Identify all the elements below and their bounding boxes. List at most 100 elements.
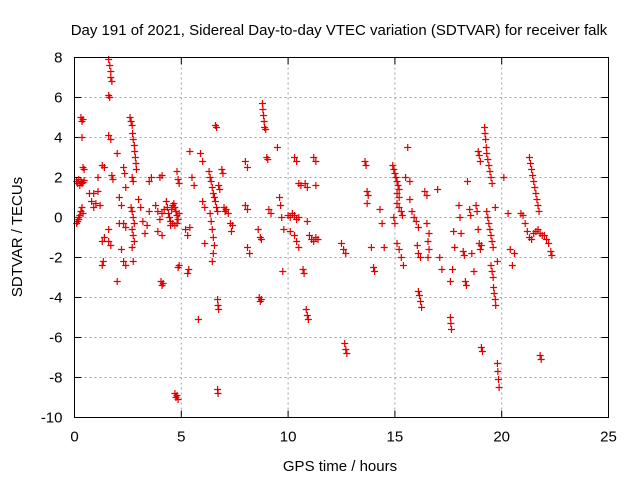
data-point (448, 326, 456, 333)
data-point (130, 142, 138, 149)
data-point (376, 206, 384, 213)
data-point (490, 284, 498, 291)
data-point (206, 174, 214, 181)
data-point (222, 206, 230, 213)
data-point (241, 202, 249, 209)
data-point (279, 268, 287, 275)
data-point (208, 258, 216, 265)
data-point (94, 174, 102, 181)
data-point (75, 216, 83, 223)
data-point (115, 194, 123, 201)
data-point (277, 202, 285, 209)
y-tick-label: -10 (41, 410, 63, 427)
data-point (199, 158, 207, 165)
data-point (286, 228, 294, 235)
data-point (107, 74, 115, 81)
data-point (210, 242, 218, 249)
data-point (310, 238, 318, 245)
x-tick-label: 20 (493, 429, 510, 446)
data-point (190, 182, 198, 189)
data-point (399, 262, 407, 269)
data-point (425, 230, 433, 237)
data-point (312, 182, 320, 189)
axis-ticks: 0 5 10 15 20 25 -10 -8 -6 -4 -2 0 2 4 6 8 (41, 50, 617, 446)
data-point (473, 208, 481, 215)
y-tick-label: 6 (54, 90, 62, 107)
data-point (536, 352, 544, 359)
data-point (414, 288, 422, 295)
data-point (199, 198, 207, 205)
data-point (201, 204, 209, 211)
data-point (504, 210, 512, 217)
data-point (455, 202, 463, 209)
data-point (260, 118, 268, 125)
data-point (370, 264, 378, 271)
data-point (137, 204, 145, 211)
data-point (122, 262, 130, 269)
data-point (395, 194, 403, 201)
data-point (535, 208, 543, 215)
data-points (73, 56, 556, 403)
data-point (108, 172, 116, 179)
data-point (391, 220, 399, 227)
data-point (395, 246, 403, 253)
data-point (413, 242, 421, 249)
data-point (508, 262, 516, 269)
data-point (363, 188, 371, 195)
data-point (342, 346, 350, 353)
data-point (467, 212, 475, 219)
data-point (415, 292, 423, 299)
data-point (215, 182, 223, 189)
data-point (421, 188, 429, 195)
data-point (188, 174, 196, 181)
data-point (436, 254, 444, 261)
data-point (98, 262, 106, 269)
data-point (291, 232, 299, 239)
data-point (462, 282, 470, 289)
x-axis-label: GPS time / hours (283, 458, 397, 475)
data-point (457, 230, 465, 237)
data-point (106, 94, 114, 101)
data-point (487, 262, 495, 269)
x-tick-label: 5 (177, 429, 185, 446)
data-point (483, 150, 491, 157)
data-point (393, 200, 401, 207)
data-point (214, 390, 222, 397)
data-point (143, 222, 151, 229)
data-point (120, 258, 128, 265)
data-point (537, 356, 545, 363)
data-point (154, 208, 162, 215)
data-point (485, 162, 493, 169)
data-point (184, 270, 192, 277)
data-point (300, 270, 308, 277)
data-point (418, 304, 426, 311)
data-point (395, 204, 403, 211)
data-point (482, 136, 490, 143)
data-point (417, 298, 425, 305)
data-point (174, 396, 182, 403)
data-point (229, 222, 237, 229)
data-point (406, 196, 414, 203)
data-point (464, 178, 472, 185)
data-point (451, 244, 459, 251)
data-point (126, 114, 134, 121)
data-point (78, 134, 86, 141)
data-point (530, 178, 538, 185)
data-point (527, 160, 535, 167)
data-point (154, 228, 162, 235)
data-point (531, 184, 539, 191)
data-point (412, 218, 420, 225)
data-point (184, 232, 192, 239)
chart-title: Day 191 of 2021, Sidereal Day-to-day VTE… (71, 22, 608, 39)
data-point (456, 214, 464, 221)
data-point (186, 224, 194, 231)
data-point (194, 316, 202, 323)
data-point (213, 204, 221, 211)
data-point (257, 296, 265, 303)
data-point (105, 132, 113, 139)
data-point (152, 202, 160, 209)
data-point (484, 214, 492, 221)
data-point (127, 118, 135, 125)
data-point (393, 240, 401, 247)
data-point (361, 158, 369, 165)
